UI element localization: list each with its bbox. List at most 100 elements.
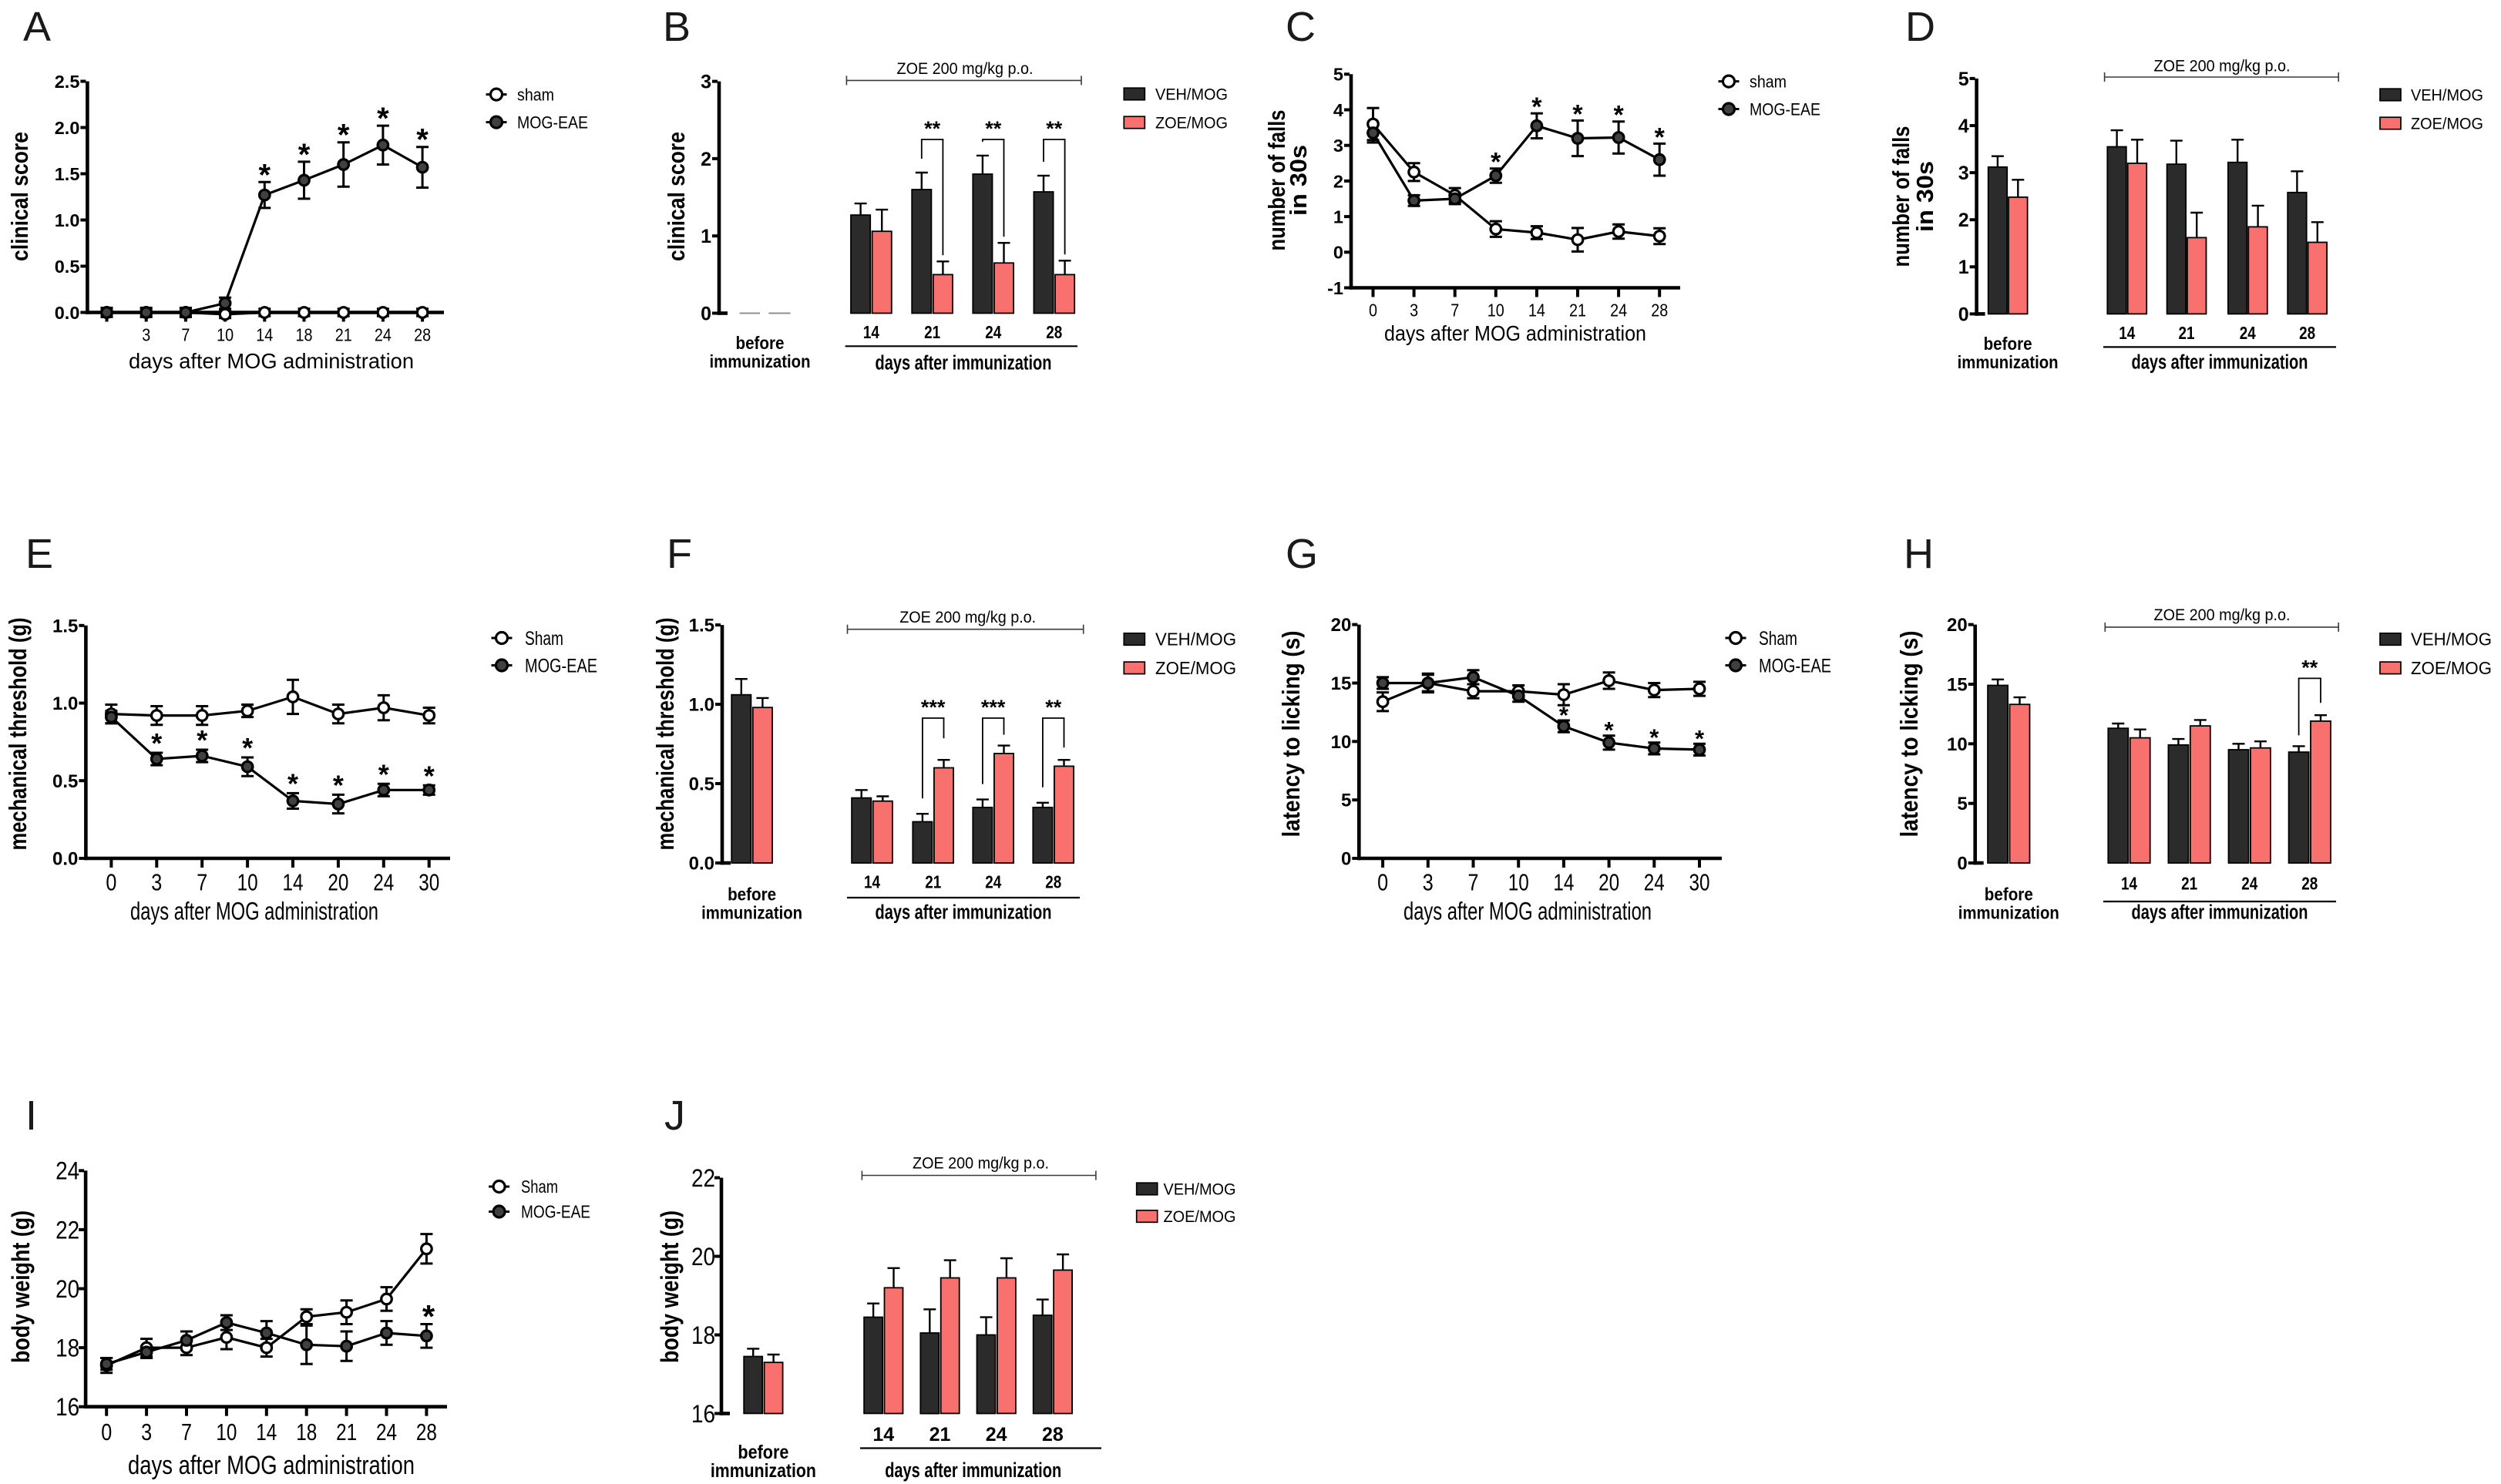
svg-text:20: 20: [1947, 615, 1968, 636]
svg-text:before: before: [1984, 334, 2032, 354]
svg-text:24: 24: [985, 871, 1001, 891]
svg-text:21: 21: [2179, 323, 2195, 343]
svg-text:5: 5: [1341, 791, 1351, 811]
svg-text:7: 7: [1451, 300, 1459, 320]
svg-text:28: 28: [414, 324, 431, 344]
svg-text:10: 10: [1331, 732, 1352, 753]
svg-text:days after immunization: days after immunization: [2132, 352, 2308, 374]
svg-text:B: B: [663, 4, 691, 50]
svg-text:ZOE 200 mg/kg p.o.: ZOE 200 mg/kg p.o.: [913, 1154, 1049, 1173]
svg-text:21: 21: [925, 871, 941, 891]
svg-text:*: *: [1531, 92, 1542, 122]
svg-text:*: *: [1491, 148, 1501, 177]
svg-text:2.5: 2.5: [55, 72, 80, 92]
svg-text:4: 4: [1958, 116, 1969, 137]
svg-text:body weight (g): body weight (g): [7, 1210, 35, 1363]
svg-text:*: *: [242, 732, 253, 764]
svg-text:14: 14: [2121, 873, 2137, 893]
svg-text:before: before: [736, 333, 785, 353]
svg-text:days after immunization: days after immunization: [876, 901, 1052, 923]
svg-text:VEH/MOG: VEH/MOG: [1164, 1181, 1236, 1199]
svg-text:before: before: [1985, 884, 2033, 904]
svg-text:24: 24: [2241, 873, 2257, 893]
svg-text:14: 14: [872, 1424, 894, 1445]
svg-text:1.5: 1.5: [52, 616, 78, 636]
svg-text:24: 24: [1644, 869, 1665, 896]
svg-text:A: A: [23, 4, 51, 50]
svg-text:2: 2: [701, 149, 711, 170]
svg-text:days after immunization: days after immunization: [2132, 901, 2308, 923]
svg-text:2: 2: [1333, 171, 1343, 191]
svg-text:1.5: 1.5: [55, 164, 80, 184]
svg-text:1.0: 1.0: [55, 210, 80, 230]
svg-text:3: 3: [151, 869, 162, 896]
svg-text:VEH/MOG: VEH/MOG: [2411, 630, 2492, 650]
svg-text:in 30s: in 30s: [1911, 161, 1938, 232]
svg-text:ZOE/MOG: ZOE/MOG: [2411, 658, 2492, 678]
svg-text:MOG-EAE: MOG-EAE: [517, 113, 588, 133]
svg-text:3: 3: [142, 324, 150, 344]
svg-text:18: 18: [55, 1335, 79, 1362]
svg-text:7: 7: [1468, 869, 1479, 896]
svg-text:clinical score: clinical score: [663, 132, 690, 261]
svg-text:MOG-EAE: MOG-EAE: [1750, 99, 1820, 119]
svg-text:18: 18: [691, 1321, 715, 1349]
svg-text:0.5: 0.5: [55, 257, 80, 277]
svg-text:J: J: [664, 1093, 685, 1139]
svg-text:*: *: [287, 767, 298, 799]
svg-text:21: 21: [2181, 873, 2197, 893]
svg-text:D: D: [1905, 4, 1935, 50]
svg-text:24: 24: [373, 869, 394, 896]
svg-text:**: **: [1045, 696, 1062, 719]
svg-text:*: *: [259, 158, 271, 192]
svg-text:0: 0: [1369, 300, 1377, 320]
svg-text:28: 28: [1042, 1424, 1064, 1445]
svg-text:0.0: 0.0: [52, 849, 78, 870]
svg-text:28: 28: [1045, 871, 1061, 891]
svg-text:10: 10: [1947, 734, 1968, 755]
svg-text:15: 15: [1331, 673, 1352, 694]
svg-text:body weight (g): body weight (g): [656, 1210, 684, 1363]
svg-text:-1: -1: [1327, 278, 1343, 298]
svg-text:0.0: 0.0: [55, 303, 80, 323]
svg-text:number of falls: number of falls: [1888, 126, 1914, 267]
svg-text:*: *: [338, 119, 350, 153]
svg-text:1: 1: [1958, 257, 1969, 278]
svg-text:before: before: [738, 1442, 788, 1463]
svg-text:***: ***: [921, 696, 946, 719]
svg-text:ZOE 200 mg/kg p.o.: ZOE 200 mg/kg p.o.: [899, 608, 1036, 626]
svg-text:VEH/MOG: VEH/MOG: [1155, 630, 1236, 650]
svg-text:14: 14: [863, 322, 879, 342]
svg-text:sham: sham: [1750, 72, 1787, 92]
svg-text:16: 16: [55, 1393, 79, 1421]
svg-text:1: 1: [1333, 207, 1343, 227]
svg-text:3: 3: [1333, 136, 1343, 156]
svg-text:**: **: [1046, 117, 1063, 140]
svg-text:20: 20: [55, 1275, 79, 1303]
svg-text:5: 5: [1957, 794, 1967, 814]
svg-text:clinical score: clinical score: [6, 132, 33, 261]
svg-text:*: *: [422, 1298, 435, 1335]
svg-text:0: 0: [1341, 849, 1351, 870]
svg-text:Sham: Sham: [521, 1177, 558, 1197]
svg-text:24: 24: [986, 1424, 1007, 1445]
svg-text:0: 0: [1333, 243, 1343, 263]
svg-text:MOG-EAE: MOG-EAE: [521, 1202, 590, 1222]
svg-text:immunization: immunization: [1958, 902, 2059, 922]
svg-text:22: 22: [691, 1164, 715, 1192]
svg-text:20: 20: [1331, 615, 1352, 636]
svg-text:14: 14: [283, 869, 304, 896]
svg-text:immunization: immunization: [701, 902, 802, 922]
svg-text:2.0: 2.0: [55, 118, 80, 138]
svg-text:3: 3: [1410, 300, 1418, 320]
svg-text:*: *: [1559, 702, 1569, 729]
svg-text:14: 14: [1528, 300, 1545, 320]
svg-text:14: 14: [1553, 869, 1574, 896]
svg-text:20: 20: [691, 1243, 715, 1271]
svg-text:ZOE 200 mg/kg p.o.: ZOE 200 mg/kg p.o.: [2154, 606, 2291, 624]
svg-text:ZOE/MOG: ZOE/MOG: [2411, 116, 2483, 133]
svg-text:days after immunization: days after immunization: [885, 1459, 1061, 1482]
svg-text:days after immunization: days after immunization: [876, 353, 1052, 374]
svg-text:4: 4: [1333, 100, 1343, 120]
svg-text:*: *: [1695, 725, 1705, 752]
